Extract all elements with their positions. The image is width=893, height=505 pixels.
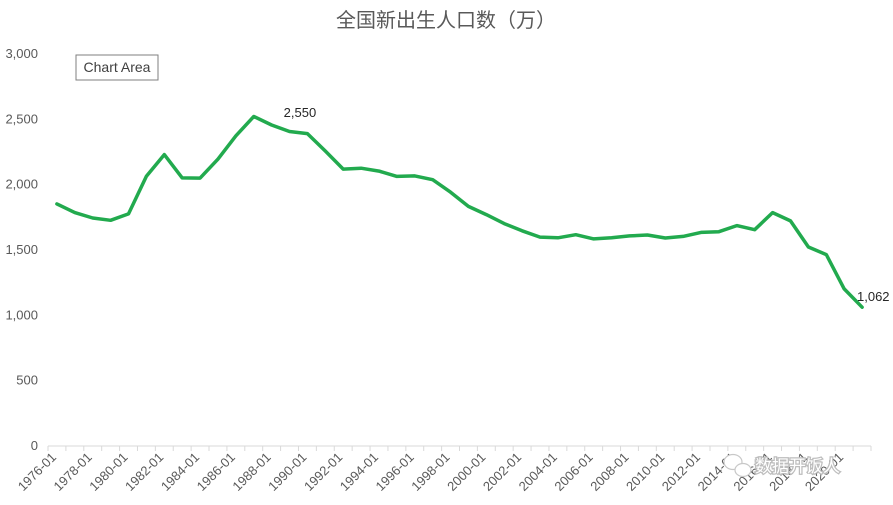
data-labels: 2,550 1,062 <box>284 105 890 304</box>
x-tick-label: 1990-01 <box>265 450 309 494</box>
x-tick-label: 2002-01 <box>480 450 524 494</box>
y-tick-label: 1,500 <box>5 242 38 257</box>
chart-area-tooltip-label: Chart Area <box>84 59 151 75</box>
y-tick-label: 2,500 <box>5 111 38 126</box>
y-axis: 0 500 1,000 1,500 2,000 2,500 3,000 <box>5 46 38 453</box>
data-label: 2,550 <box>284 105 317 120</box>
y-tick-label: 1,000 <box>5 307 38 322</box>
x-tick-label: 1984-01 <box>158 450 202 494</box>
x-tick-label: 2008-01 <box>587 450 631 494</box>
y-tick-label: 500 <box>16 373 38 388</box>
x-tick-label: 2010-01 <box>623 450 667 494</box>
watermark: 数据开饭人 <box>723 453 841 478</box>
x-tick-label: 1996-01 <box>373 450 417 494</box>
chart-area-tooltip: Chart Area <box>75 54 159 81</box>
x-tick-label: 1998-01 <box>408 450 452 494</box>
x-tick-label: 2004-01 <box>516 450 560 494</box>
y-tick-label: 0 <box>31 438 38 453</box>
data-label: 1,062 <box>857 289 890 304</box>
series-line <box>55 114 864 309</box>
x-tick-label: 1978-01 <box>51 450 95 494</box>
wechat-icon <box>723 453 752 478</box>
x-tick-label: 2000-01 <box>444 450 488 494</box>
x-tick-label: 1980-01 <box>86 450 130 494</box>
chart-title: 全国新出生人口数（万） <box>336 8 556 32</box>
x-tick-label: 2006-01 <box>551 450 595 494</box>
x-tick-label: 2012-01 <box>659 450 703 494</box>
chart-area-tooltip-box <box>75 54 159 81</box>
watermark-text: 数据开饭人 <box>755 457 840 477</box>
y-tick-label: 2,000 <box>5 177 38 192</box>
series-line-group <box>55 114 864 309</box>
x-tick-label: 1976-01 <box>15 450 59 494</box>
x-tick-label: 1992-01 <box>301 450 345 494</box>
x-tick-label: 1994-01 <box>337 450 381 494</box>
x-tick-label: 1986-01 <box>194 450 238 494</box>
x-tick-label: 1982-01 <box>122 450 166 494</box>
y-tick-label: 3,000 <box>5 46 38 61</box>
x-tick-label: 1988-01 <box>229 450 273 494</box>
